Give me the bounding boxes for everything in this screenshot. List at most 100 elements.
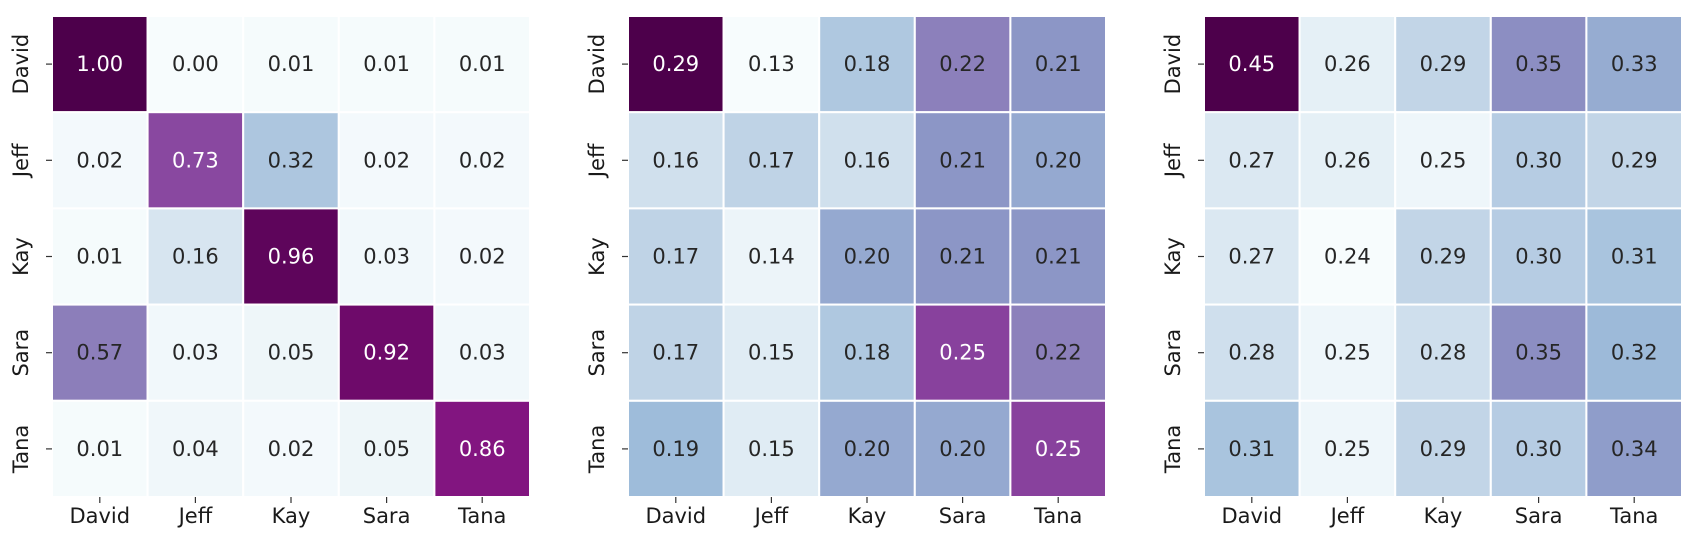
heatmap-cell	[337, 303, 436, 402]
cell-value-label: 0.35	[1515, 52, 1562, 76]
cell-value-label: 0.57	[76, 341, 123, 365]
cell-value-label: 0.20	[844, 245, 891, 269]
x-tick-label: Kay	[1424, 504, 1463, 528]
cell-value-label: 0.27	[1228, 245, 1275, 269]
heatmap-cell	[1298, 111, 1397, 210]
cell-value-label: 0.02	[268, 437, 315, 461]
cell-value-label: 0.25	[1035, 437, 1082, 461]
heatmap-cell	[146, 303, 245, 402]
cell-value-label: 0.26	[1324, 148, 1371, 172]
cell-value-label: 0.30	[1515, 437, 1562, 461]
cell-value-label: 0.02	[459, 245, 506, 269]
cell-value-label: 0.96	[268, 245, 315, 269]
cell-value-label: 0.21	[939, 245, 986, 269]
heatmap-cell	[1394, 303, 1492, 402]
heatmap-cell	[1298, 15, 1397, 114]
cell-value-label: 0.03	[172, 341, 219, 365]
heatmap-cell	[1298, 303, 1397, 402]
y-tick-label: Tana	[1161, 425, 1185, 474]
heatmap-cell	[51, 15, 149, 114]
cell-value-label: 0.22	[1035, 341, 1082, 365]
cell-value-label: 0.19	[652, 437, 699, 461]
cell-value-label: 0.21	[1035, 52, 1082, 76]
heatmap-cell	[1585, 303, 1684, 402]
y-tick-label: Tana	[585, 425, 609, 474]
x-tick-label: Kay	[848, 504, 887, 528]
heatmap-cell	[1009, 15, 1108, 114]
y-tick-label: Sara	[1161, 329, 1185, 377]
heatmap-cell	[722, 15, 821, 114]
heatmap-cell	[627, 399, 725, 498]
x-tick-label: Jeff	[753, 504, 789, 528]
cell-value-label: 0.73	[172, 148, 219, 172]
x-tick-label: Tana	[457, 504, 506, 528]
y-tick-label: Sara	[585, 329, 609, 377]
cell-value-label: 0.15	[748, 437, 795, 461]
y-tick-label: Jeff	[9, 143, 33, 179]
cell-value-label: 0.18	[844, 341, 891, 365]
heatmap-cell	[433, 303, 531, 402]
heatmap-cell	[722, 207, 821, 306]
cell-value-label: 0.25	[1420, 148, 1467, 172]
heatmap-cell	[242, 111, 340, 210]
cell-value-label: 0.17	[748, 148, 795, 172]
cell-value-label: 0.02	[76, 148, 123, 172]
x-tick-label: Jeff	[177, 504, 213, 528]
cell-value-label: 0.01	[268, 52, 315, 76]
x-tick-label: Sara	[1515, 504, 1563, 528]
heatmap-cell	[818, 207, 916, 306]
cell-value-label: 0.30	[1515, 148, 1562, 172]
cell-value-label: 0.00	[172, 52, 219, 76]
x-tick-label: Tana	[1609, 504, 1658, 528]
cell-value-label: 0.15	[748, 341, 795, 365]
heatmap-cell	[51, 399, 149, 498]
heatmap-cell	[146, 207, 245, 306]
cell-value-label: 0.01	[76, 245, 123, 269]
x-tick-label: David	[69, 504, 130, 528]
cell-value-label: 0.17	[652, 245, 699, 269]
heatmap-cell	[433, 111, 531, 210]
heatmap-cell	[913, 399, 1012, 498]
x-tick-label: Sara	[363, 504, 411, 528]
cell-value-label: 0.18	[844, 52, 891, 76]
cell-value-label: 0.29	[1420, 245, 1467, 269]
y-tick-label: Kay	[9, 237, 33, 276]
x-tick-label: Jeff	[1329, 504, 1365, 528]
heatmap-cell	[1394, 111, 1492, 210]
cell-value-label: 0.31	[1228, 437, 1275, 461]
y-tick-label: Jeff	[585, 143, 609, 179]
heatmap-panel-2: 0.29 0.13 0.18 0.22 0.21 0.16 0.17 0.16 0.21 0.20…	[585, 15, 1108, 528]
cell-value-label: 0.29	[652, 52, 699, 76]
heatmap-cell	[1203, 207, 1301, 306]
cell-value-label: 0.26	[1324, 52, 1371, 76]
heatmap-cell	[337, 207, 436, 306]
y-tick-label: David	[585, 34, 609, 95]
cell-value-label: 0.20	[844, 437, 891, 461]
heatmap-cell	[1489, 399, 1588, 498]
y-tick-label: Tana	[9, 425, 33, 474]
cell-value-label: 0.28	[1420, 341, 1467, 365]
cell-value-label: 0.13	[748, 52, 795, 76]
heatmap-cell	[1585, 15, 1684, 114]
x-tick-label: Sara	[939, 504, 987, 528]
cell-value-label: 0.35	[1515, 341, 1562, 365]
cell-value-label: 0.21	[939, 148, 986, 172]
cell-value-label: 0.31	[1611, 245, 1658, 269]
cell-value-label: 0.86	[459, 437, 506, 461]
cell-value-label: 0.30	[1515, 245, 1562, 269]
heatmap-cell	[146, 399, 245, 498]
cell-value-label: 0.33	[1611, 52, 1658, 76]
cell-value-label: 0.29	[1420, 52, 1467, 76]
heatmap-cell	[1009, 207, 1108, 306]
cell-value-label: 0.05	[363, 437, 410, 461]
cell-value-label: 0.01	[363, 52, 410, 76]
cell-value-label: 0.22	[939, 52, 986, 76]
heatmap-cell	[242, 303, 340, 402]
cell-value-label: 0.14	[748, 245, 795, 269]
y-tick-label: Kay	[585, 237, 609, 276]
heatmap-cell	[1585, 207, 1684, 306]
heatmap-cell	[1585, 399, 1684, 498]
y-tick-label: Kay	[1161, 237, 1185, 276]
heatmap-cell	[242, 399, 340, 498]
x-tick-label: Kay	[272, 504, 311, 528]
